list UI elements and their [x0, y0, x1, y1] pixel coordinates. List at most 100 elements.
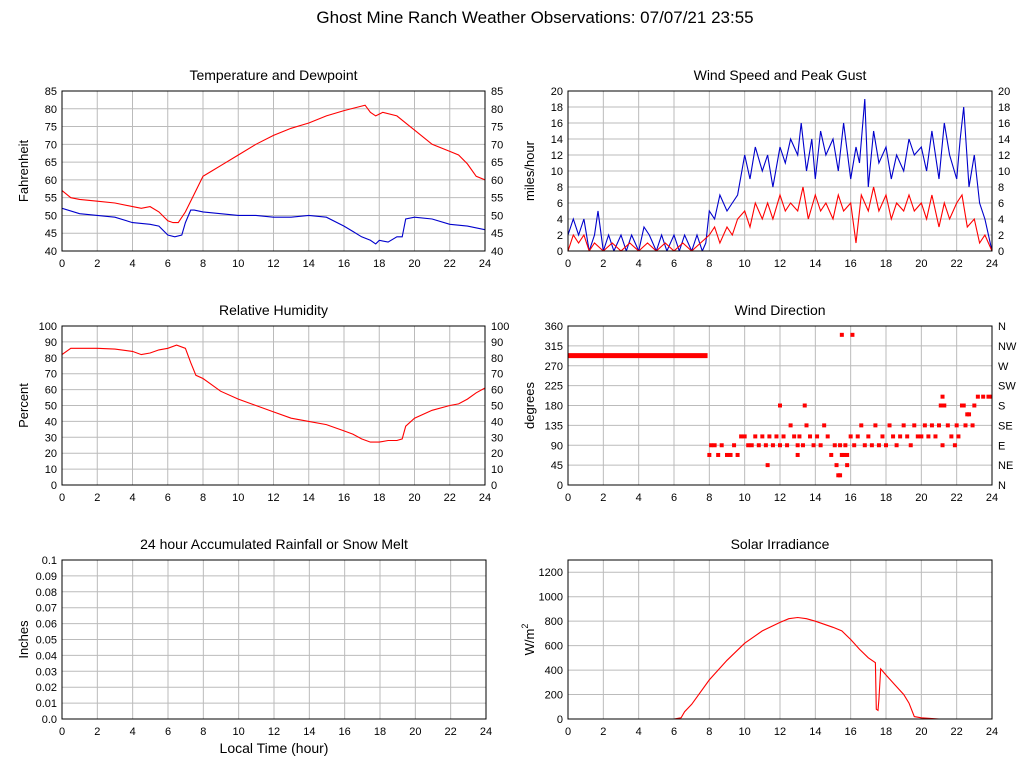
x-tick-label: 10 — [232, 492, 244, 504]
y-tick-label: 10 — [45, 464, 57, 476]
data-point — [972, 403, 977, 408]
y-axis-label-sup: 2 — [520, 624, 530, 629]
y-tick-label: 20 — [45, 448, 57, 460]
y-tick-label: 800 — [545, 616, 563, 628]
data-point — [855, 434, 860, 439]
series-group — [568, 332, 992, 478]
x-tick-label: 10 — [739, 492, 751, 504]
y-right-tick-label: 60 — [491, 385, 503, 397]
x-tick-label: 16 — [338, 492, 350, 504]
y-tick-label: 50 — [45, 210, 57, 222]
data-point — [804, 423, 809, 428]
series-line — [568, 186, 992, 251]
x-tick-label: 12 — [267, 492, 279, 504]
y-tick-label: 0.06 — [36, 619, 57, 631]
x-tick-label: 24 — [479, 492, 491, 504]
x-tick-label: 18 — [373, 492, 385, 504]
data-point — [815, 434, 820, 439]
x-tick-label: 22 — [951, 258, 963, 270]
y-right-tick-label: 20 — [998, 86, 1010, 98]
y-tick-label: 70 — [45, 369, 57, 381]
chart-title: Wind Speed and Peak Gust — [694, 67, 867, 83]
x-tick-label: 18 — [880, 258, 892, 270]
data-point — [940, 394, 945, 399]
data-point — [949, 434, 954, 439]
y-right-tick-label: 0 — [491, 480, 497, 492]
y-right-tick-label: 10 — [491, 464, 503, 476]
y-tick-label: 90 — [551, 440, 563, 452]
data-point — [894, 443, 899, 448]
x-tick-label: 16 — [845, 726, 857, 738]
data-point — [781, 434, 786, 439]
data-point — [778, 443, 782, 448]
x-tick-label: 22 — [444, 492, 456, 504]
data-point — [942, 403, 947, 408]
y-tick-label: 50 — [45, 401, 57, 413]
y-axis-label: W/m2 — [520, 624, 537, 656]
data-point — [829, 452, 834, 457]
plot-frame — [61, 325, 486, 486]
y-right-tick-label: NW — [998, 341, 1017, 353]
chart-title: Temperature and Dewpoint — [189, 67, 357, 83]
y-tick-label: 0.04 — [36, 650, 57, 662]
y-right-tick-label: 0 — [998, 246, 1004, 258]
x-tick-label: 20 — [915, 492, 927, 504]
data-point — [749, 443, 754, 448]
data-point — [792, 434, 797, 439]
x-tick-label: 14 — [809, 258, 821, 270]
y-tick-label: 270 — [545, 361, 563, 373]
data-point — [753, 434, 758, 439]
x-tick-label: 18 — [880, 726, 892, 738]
x-tick-label: 0 — [565, 492, 571, 504]
x-tick-label: 20 — [408, 258, 420, 270]
y-tick-label: 45 — [551, 460, 563, 472]
x-tick-label: 8 — [706, 492, 712, 504]
x-tick-label: 22 — [444, 258, 456, 270]
x-tick-label: 2 — [94, 258, 100, 270]
y-right-tick-label: 75 — [491, 122, 503, 134]
x-tick-label: 22 — [951, 726, 963, 738]
y-tick-label: 315 — [545, 341, 563, 353]
y-tick-label: 75 — [45, 122, 57, 134]
x-tick-label: 18 — [373, 258, 385, 270]
series-group — [62, 344, 485, 443]
y-tick-label: 2 — [557, 230, 563, 242]
y-tick-label: 14 — [551, 134, 563, 146]
data-point — [725, 452, 729, 457]
y-tick-label: 55 — [45, 193, 57, 205]
x-tick-label: 16 — [845, 492, 857, 504]
x-tick-label: 4 — [636, 726, 642, 738]
data-point — [838, 473, 843, 478]
series-group — [568, 616, 992, 719]
x-tick-label: 24 — [986, 726, 998, 738]
y-right-tick-label: 90 — [491, 337, 503, 349]
data-point — [970, 423, 975, 428]
x-tick-label: 4 — [129, 258, 135, 270]
data-point — [800, 443, 805, 448]
y-tick-label: 12 — [551, 150, 563, 162]
data-point — [774, 434, 779, 439]
y-right-tick-label: 2 — [998, 230, 1004, 242]
x-tick-label: 20 — [408, 492, 420, 504]
plot-frame — [567, 559, 993, 720]
x-tick-label: 8 — [706, 726, 712, 738]
y-tick-label: 0.08 — [36, 587, 57, 599]
y-right-tick-label: E — [998, 440, 1005, 452]
data-point — [728, 452, 733, 457]
data-point — [848, 434, 853, 439]
x-tick-label: 6 — [671, 492, 677, 504]
x-tick-label: 10 — [739, 258, 751, 270]
y-right-tick-label: 30 — [491, 432, 503, 444]
data-point — [845, 463, 850, 468]
y-tick-label: 180 — [545, 401, 563, 413]
series-line — [62, 104, 485, 224]
data-point — [785, 443, 790, 448]
data-point — [901, 423, 906, 428]
data-point — [843, 443, 848, 448]
x-tick-label: 6 — [165, 258, 171, 270]
y-right-tick-label: 45 — [491, 228, 503, 240]
data-point — [952, 443, 957, 448]
data-point — [981, 394, 986, 399]
